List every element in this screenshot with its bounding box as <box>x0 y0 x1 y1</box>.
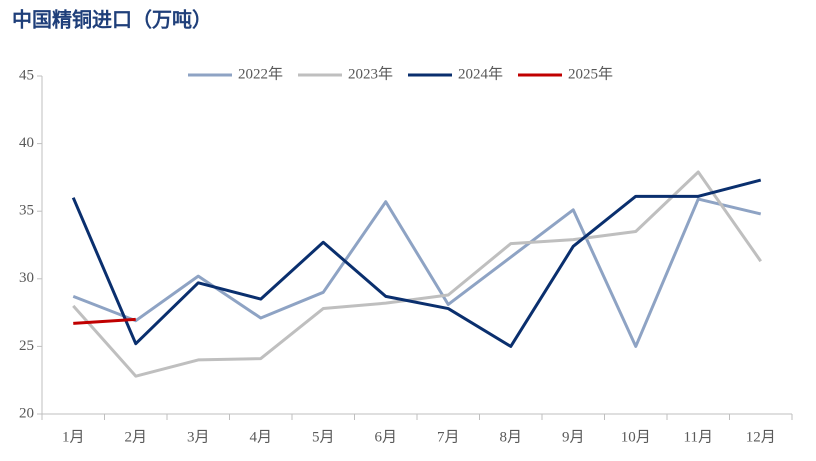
y-tick-label: 25 <box>19 338 34 354</box>
series-line <box>73 317 136 325</box>
legend-label: 2022年 <box>238 65 283 82</box>
x-tick-label: 3月 <box>187 429 210 445</box>
x-tick-label: 6月 <box>374 429 397 445</box>
legend-label: 2024年 <box>458 65 503 82</box>
y-tick-label: 40 <box>19 135 34 151</box>
x-tick-label: 7月 <box>437 429 460 445</box>
y-tick-label: 45 <box>19 67 34 83</box>
x-tick-label: 11月 <box>684 429 713 445</box>
x-tick-label: 12月 <box>746 429 776 445</box>
x-tick-label: 1月 <box>62 429 85 445</box>
x-tick-label: 4月 <box>249 429 272 445</box>
series-line <box>72 197 762 348</box>
legend-label: 2025年 <box>568 65 613 82</box>
x-tick-label: 8月 <box>499 429 522 445</box>
y-tick-label: 35 <box>19 203 34 219</box>
x-tick-label: 10月 <box>621 429 651 445</box>
y-tick-label: 20 <box>19 405 34 421</box>
y-tick-label: 30 <box>19 270 34 286</box>
series-line <box>72 170 762 378</box>
series-line <box>71 178 762 348</box>
chart-title: 中国精铜进口（万吨） <box>12 8 212 32</box>
legend-label: 2023年 <box>348 65 393 82</box>
x-tick-label: 5月 <box>312 429 335 445</box>
x-tick-label: 9月 <box>562 429 585 445</box>
x-tick-label: 2月 <box>124 429 147 445</box>
